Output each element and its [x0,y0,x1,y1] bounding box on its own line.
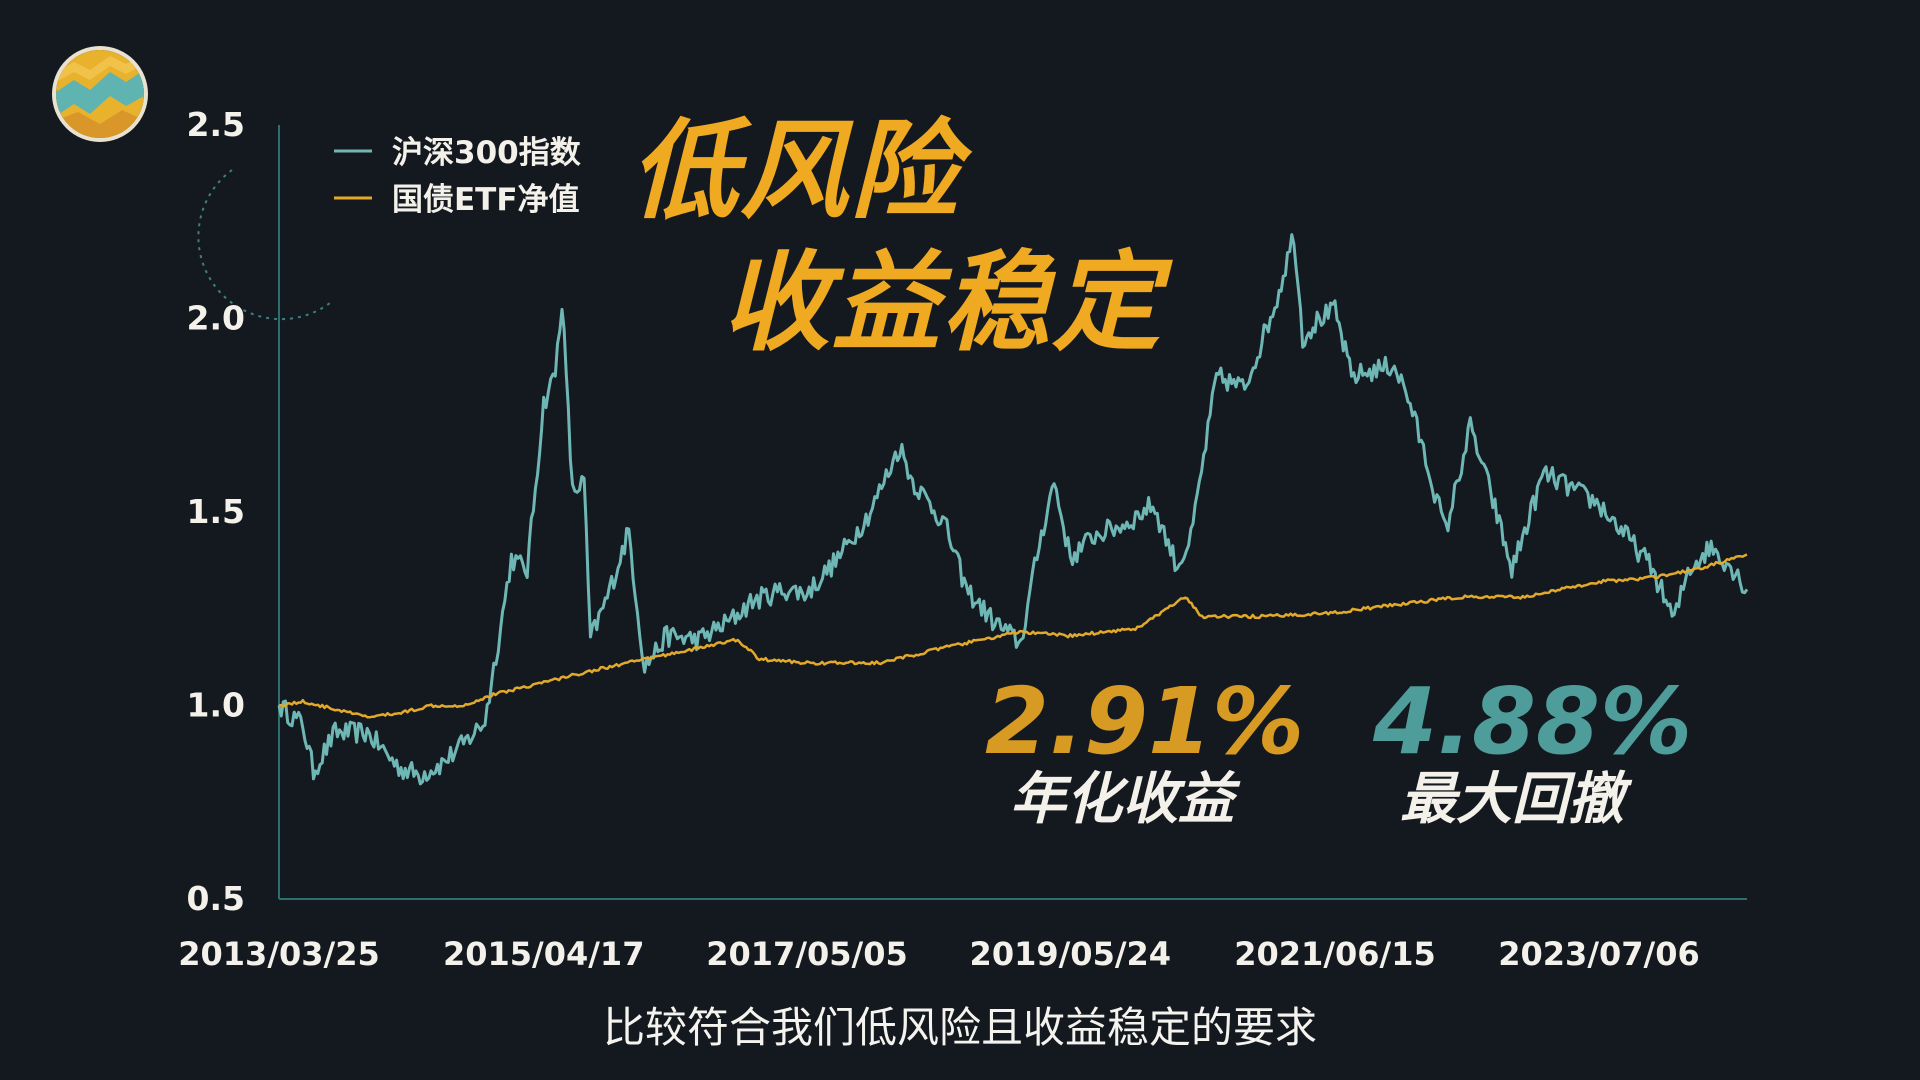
legend: 沪深300指数 国债ETF净值 [334,135,581,218]
y-tick-label: 1.0 [187,686,245,725]
headline-line-2: 收益稳定 [722,241,1163,366]
annual-return-label: 年化收益 [1010,767,1234,832]
series-line-bond [278,553,1748,719]
y-tick-label: 2.5 [187,105,245,144]
series-line-index [277,233,1749,786]
legend-label-index: 沪深300指数 [392,135,581,171]
max-drawdown-value: 4.88% [1373,668,1693,775]
subtitle-caption: 比较符合我们低风险且收益稳定的要求 [602,1003,1317,1052]
series-layer [277,233,1749,786]
y-tick-labels: 0.5 1.0 1.5 2.0 2.5 [187,105,245,918]
legend-label-bond: 国债ETF净值 [392,182,580,218]
x-tick-label: 2023/07/06 [1498,935,1700,973]
decorative-arc [197,169,331,321]
x-tick-label: 2017/05/05 [706,935,908,973]
x-tick-label: 2019/05/24 [970,935,1172,973]
x-tick-labels: 2013/03/25 2015/04/17 2017/05/05 2019/05/24… [178,935,1700,973]
channel-logo-icon [52,46,148,142]
y-tick-label: 0.5 [187,879,245,918]
x-tick-label: 2021/06/15 [1234,935,1436,973]
headline-line-1: 低风险 [630,109,961,234]
y-tick-label: 1.5 [187,492,245,531]
annual-return-value: 2.91% [985,668,1305,775]
y-tick-label: 2.0 [187,299,245,338]
max-drawdown-label: 最大回撤 [1400,767,1624,832]
x-tick-label: 2015/04/17 [443,935,645,973]
x-tick-label: 2013/03/25 [178,935,380,973]
